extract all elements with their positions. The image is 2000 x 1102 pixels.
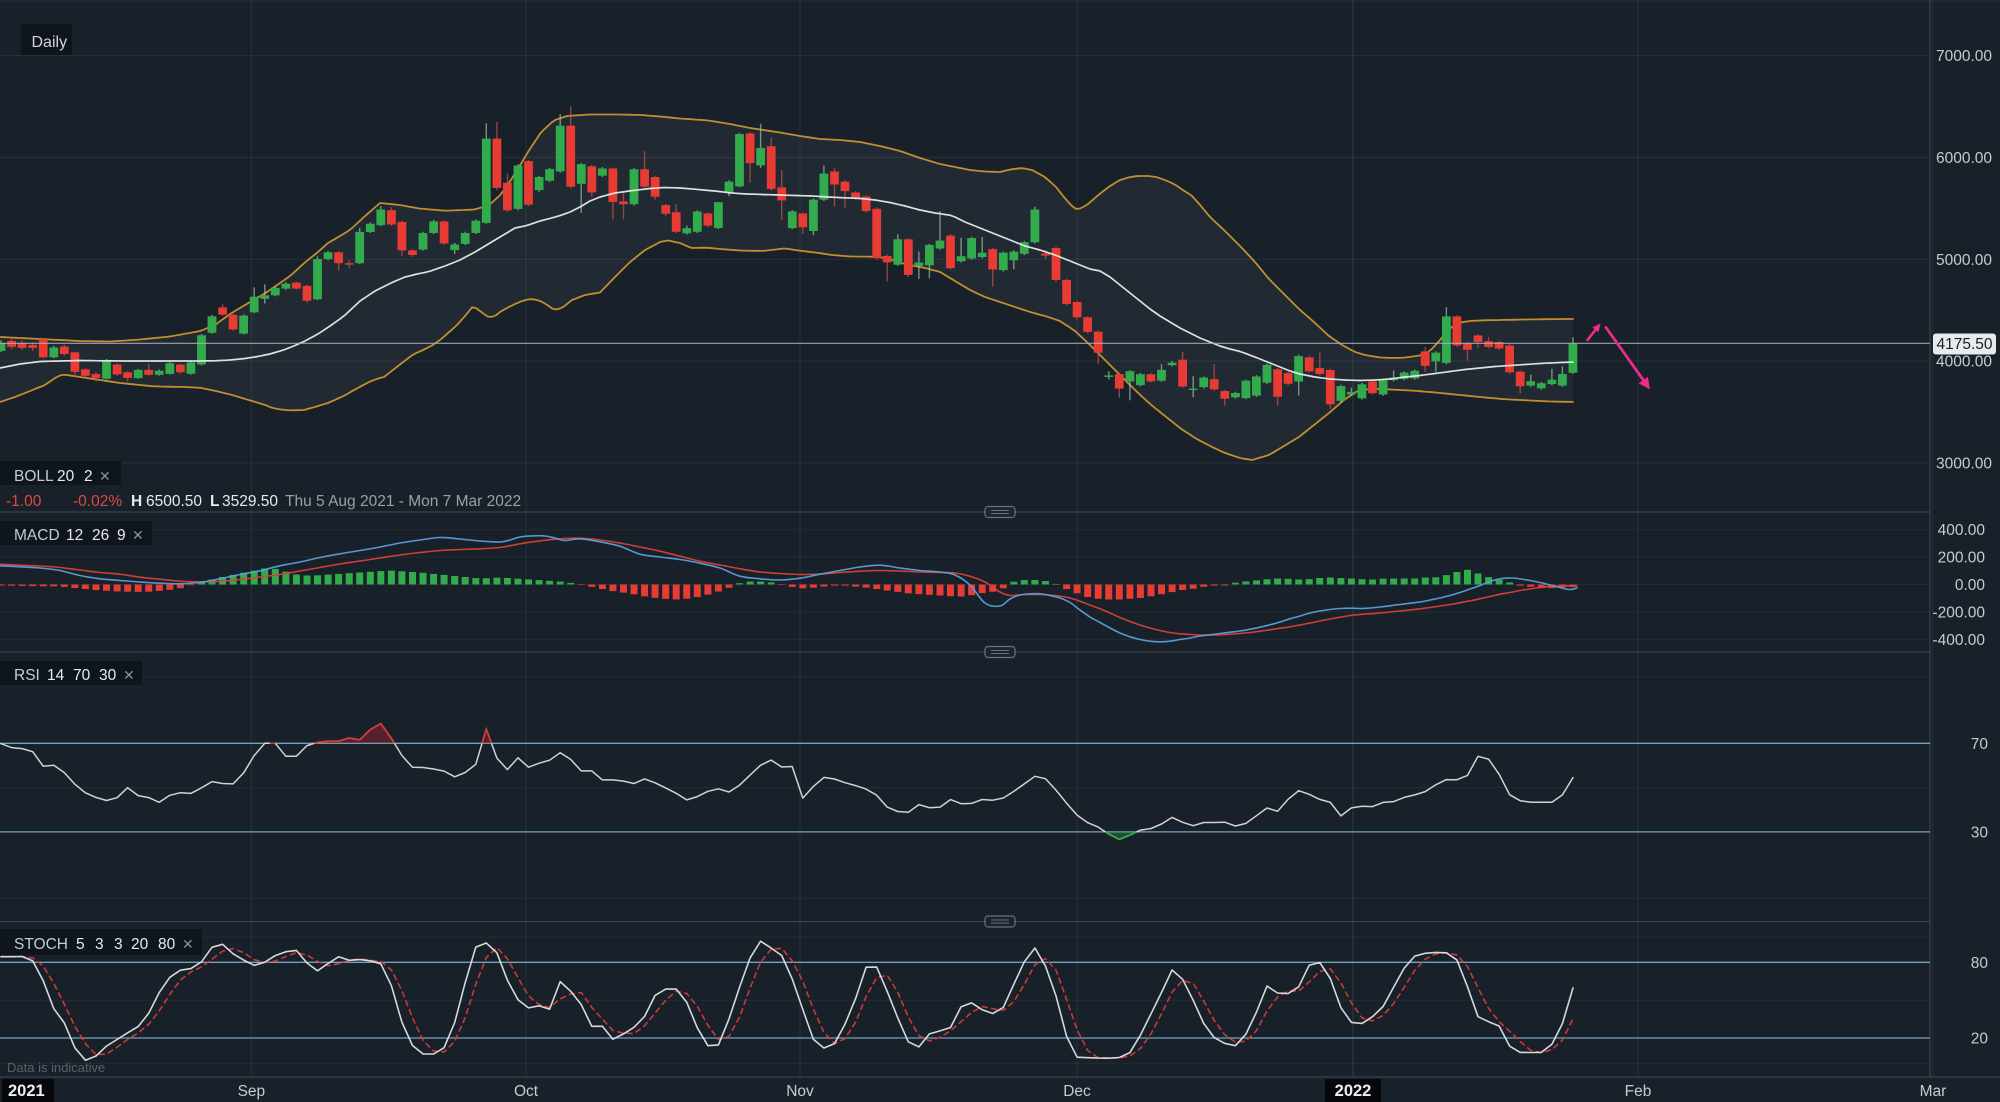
svg-text:-0.02%: -0.02% bbox=[73, 493, 122, 510]
svg-text:H: H bbox=[131, 493, 142, 510]
svg-text:Mar: Mar bbox=[1920, 1083, 1947, 1100]
svg-text:-400.00: -400.00 bbox=[1932, 632, 1985, 649]
svg-text:2022: 2022 bbox=[1335, 1082, 1372, 1100]
svg-text:✕: ✕ bbox=[123, 667, 135, 683]
svg-text:Oct: Oct bbox=[514, 1083, 539, 1100]
svg-text:-200.00: -200.00 bbox=[1932, 604, 1985, 621]
svg-text:RSI: RSI bbox=[14, 667, 40, 684]
svg-text:30: 30 bbox=[99, 667, 117, 684]
svg-text:3529.50: 3529.50 bbox=[222, 493, 278, 510]
svg-text:14: 14 bbox=[47, 667, 65, 684]
svg-text:4000.00: 4000.00 bbox=[1936, 354, 1992, 371]
svg-text:4175.50: 4175.50 bbox=[1936, 336, 1992, 353]
svg-text:-1.00: -1.00 bbox=[6, 493, 42, 510]
svg-text:70: 70 bbox=[73, 667, 91, 684]
svg-text:Thu 5 Aug 2021 - Mon 7 Mar 202: Thu 5 Aug 2021 - Mon 7 Mar 2022 bbox=[285, 493, 521, 510]
svg-text:20: 20 bbox=[131, 936, 149, 953]
svg-text:20: 20 bbox=[1971, 1031, 1989, 1048]
svg-text:2: 2 bbox=[84, 468, 93, 485]
svg-text:6000.00: 6000.00 bbox=[1936, 150, 1992, 167]
svg-text:30: 30 bbox=[1971, 824, 1989, 841]
svg-text:400.00: 400.00 bbox=[1938, 522, 1986, 539]
svg-text:Sep: Sep bbox=[238, 1083, 266, 1100]
svg-text:6500.50: 6500.50 bbox=[146, 493, 202, 510]
svg-text:✕: ✕ bbox=[182, 936, 194, 952]
svg-text:12: 12 bbox=[66, 527, 83, 544]
svg-text:200.00: 200.00 bbox=[1938, 550, 1986, 567]
svg-text:2021: 2021 bbox=[8, 1082, 45, 1100]
svg-text:26: 26 bbox=[92, 527, 109, 544]
svg-text:80: 80 bbox=[158, 936, 176, 953]
svg-text:STOCH: STOCH bbox=[14, 936, 68, 953]
svg-text:L: L bbox=[210, 493, 219, 510]
svg-text:70: 70 bbox=[1971, 736, 1989, 753]
svg-text:0.00: 0.00 bbox=[1955, 577, 1986, 594]
svg-text:5000.00: 5000.00 bbox=[1936, 252, 1992, 269]
svg-text:7000.00: 7000.00 bbox=[1936, 48, 1992, 65]
svg-text:BOLL: BOLL bbox=[14, 468, 54, 485]
svg-text:MACD: MACD bbox=[14, 527, 60, 544]
svg-text:3000.00: 3000.00 bbox=[1936, 456, 1992, 473]
svg-text:Feb: Feb bbox=[1625, 1083, 1652, 1100]
svg-text:20: 20 bbox=[57, 468, 75, 485]
svg-text:9: 9 bbox=[117, 527, 126, 544]
svg-text:Data is indicative: Data is indicative bbox=[7, 1060, 105, 1075]
svg-text:3: 3 bbox=[114, 936, 123, 953]
svg-text:Daily: Daily bbox=[32, 34, 68, 51]
svg-text:80: 80 bbox=[1971, 955, 1989, 972]
svg-text:5: 5 bbox=[76, 936, 85, 953]
svg-text:Dec: Dec bbox=[1063, 1083, 1091, 1100]
svg-text:Nov: Nov bbox=[786, 1083, 814, 1100]
svg-text:✕: ✕ bbox=[99, 468, 111, 484]
svg-text:3: 3 bbox=[95, 936, 104, 953]
svg-text:✕: ✕ bbox=[132, 527, 144, 543]
